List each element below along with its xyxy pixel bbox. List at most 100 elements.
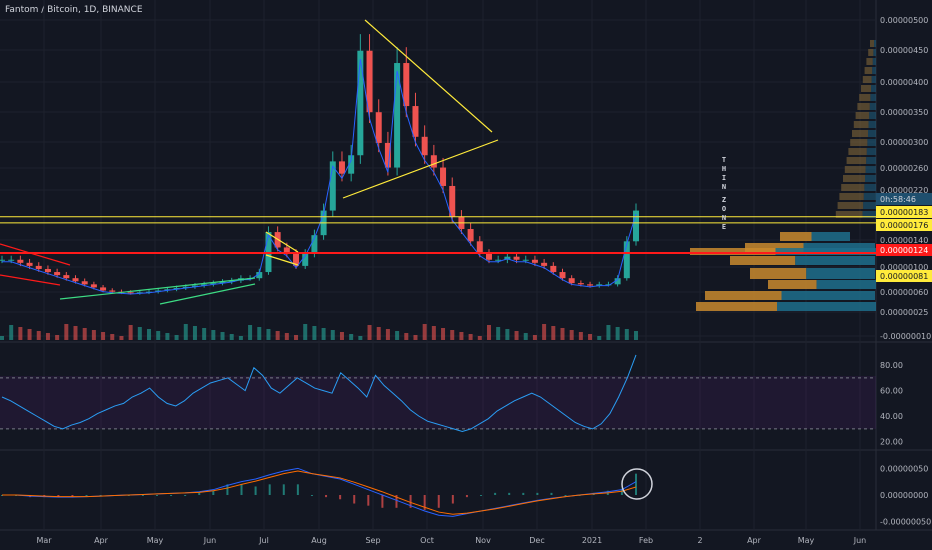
macd-histogram-bar bbox=[353, 495, 356, 504]
volume-profile-bar bbox=[844, 166, 866, 173]
volume-profile-bar bbox=[871, 85, 876, 92]
volume-profile-bar bbox=[868, 121, 876, 128]
volume-bar bbox=[615, 327, 620, 340]
volume-profile-bar bbox=[730, 256, 796, 265]
annotation-zone-letter: E bbox=[722, 223, 726, 231]
volume-profile-bar bbox=[780, 232, 812, 241]
volume-bar bbox=[55, 335, 60, 340]
y-tick-label: 0.00000450 bbox=[880, 46, 928, 55]
volume-bar bbox=[486, 325, 491, 340]
volume-bar bbox=[119, 336, 124, 340]
volume-profile-bar bbox=[811, 232, 850, 241]
volume-profile-bar bbox=[857, 103, 870, 110]
volume-profile-bar bbox=[867, 139, 876, 146]
volume-bar bbox=[229, 334, 234, 340]
candle bbox=[375, 112, 382, 143]
volume-bar bbox=[431, 326, 436, 340]
volume-profile-bar bbox=[864, 184, 876, 191]
candle bbox=[623, 241, 630, 279]
volume-bar bbox=[560, 328, 565, 340]
candle bbox=[54, 272, 61, 276]
macd-histogram-bar bbox=[395, 495, 398, 508]
volume-bar bbox=[183, 324, 188, 340]
candle bbox=[504, 256, 511, 260]
volume-bar bbox=[303, 324, 308, 340]
volume-bar bbox=[110, 334, 115, 340]
macd-histogram-bar bbox=[536, 492, 539, 495]
candle bbox=[210, 283, 217, 285]
volume-profile-bar bbox=[866, 157, 876, 164]
volume-bar bbox=[606, 325, 611, 340]
volume-profile-bar bbox=[777, 302, 876, 311]
annotation-thin-letter: N bbox=[722, 183, 726, 191]
macd-histogram-bar bbox=[57, 495, 60, 498]
x-tick-label: May bbox=[798, 536, 815, 545]
volume-profile-bar bbox=[846, 157, 867, 164]
volume-profile-bar bbox=[865, 166, 876, 173]
candle bbox=[293, 253, 300, 266]
rsi-y-tick: 60.00 bbox=[880, 387, 903, 396]
volume-profile-bar bbox=[853, 121, 869, 128]
x-tick-label: May bbox=[147, 536, 164, 545]
candle bbox=[164, 289, 171, 291]
volume-profile-bar bbox=[869, 112, 876, 119]
volume-profile-bar bbox=[865, 175, 876, 182]
macd-histogram-bar bbox=[564, 495, 567, 496]
y-tick-label: 0.00000500 bbox=[880, 16, 928, 25]
price-tag-label: 0.00000081 bbox=[880, 272, 928, 281]
candle bbox=[412, 106, 419, 137]
macd-histogram-bar bbox=[282, 484, 285, 495]
macd-histogram-bar bbox=[480, 495, 483, 496]
price-tag bbox=[876, 270, 932, 282]
price-tag-label: 0.00000176 bbox=[880, 221, 928, 230]
x-tick-label: Apr bbox=[747, 536, 762, 545]
candle bbox=[357, 50, 364, 156]
volume-bar bbox=[532, 335, 537, 340]
volume-profile-bar bbox=[866, 58, 873, 65]
macd-histogram-bar bbox=[254, 486, 257, 495]
volume-profile-bar bbox=[768, 280, 817, 289]
price-tag-label: 0.00000183 bbox=[880, 208, 928, 217]
rsi-y-tick: 40.00 bbox=[880, 412, 903, 421]
candle bbox=[136, 292, 143, 294]
macd-histogram-bar bbox=[620, 488, 623, 495]
volume-bar bbox=[36, 331, 41, 340]
macd-histogram-bar bbox=[423, 495, 426, 510]
rsi-line bbox=[1, 354, 637, 432]
macd-histogram-bar bbox=[325, 495, 328, 498]
price-tag-label: 0h:58:46 bbox=[880, 195, 916, 204]
candle bbox=[81, 281, 88, 285]
volume-bar bbox=[450, 330, 455, 340]
volume-profile-bar bbox=[863, 202, 876, 209]
volume-profile-bar bbox=[863, 193, 876, 200]
macd-histogram-bar bbox=[381, 495, 384, 508]
macd-histogram-bar bbox=[339, 495, 342, 500]
macd-histogram-bar bbox=[99, 495, 102, 496]
annotation-zone-letter: Z bbox=[722, 196, 726, 204]
volume-bar bbox=[330, 330, 335, 340]
volume-bar bbox=[597, 336, 602, 340]
y-tick-label: 0.00000350 bbox=[880, 108, 928, 117]
x-tick-label: Oct bbox=[420, 536, 434, 545]
volume-profile-bar bbox=[795, 256, 875, 265]
y-tick-label: 0.00000140 bbox=[880, 236, 928, 245]
annotation-thin-letter: H bbox=[722, 165, 726, 173]
volume-bar bbox=[45, 333, 50, 340]
macd-histogram-bar bbox=[635, 473, 637, 495]
volume-bar bbox=[395, 331, 400, 340]
highlight-circle bbox=[621, 468, 653, 500]
macd-histogram-bar bbox=[437, 495, 440, 508]
macd-y-tick: 0.00000000 bbox=[880, 491, 928, 500]
candle bbox=[485, 253, 492, 260]
x-tick-label: 2021 bbox=[582, 536, 602, 545]
price-tag bbox=[876, 206, 932, 218]
volume-bar bbox=[321, 328, 326, 340]
volume-profile-bar bbox=[750, 268, 807, 279]
volume-bar bbox=[404, 333, 409, 340]
volume-profile-bar bbox=[869, 103, 876, 110]
candle bbox=[109, 290, 116, 292]
x-tick-label: 2 bbox=[697, 536, 702, 545]
candle bbox=[100, 287, 107, 291]
volume-bar bbox=[358, 336, 363, 340]
